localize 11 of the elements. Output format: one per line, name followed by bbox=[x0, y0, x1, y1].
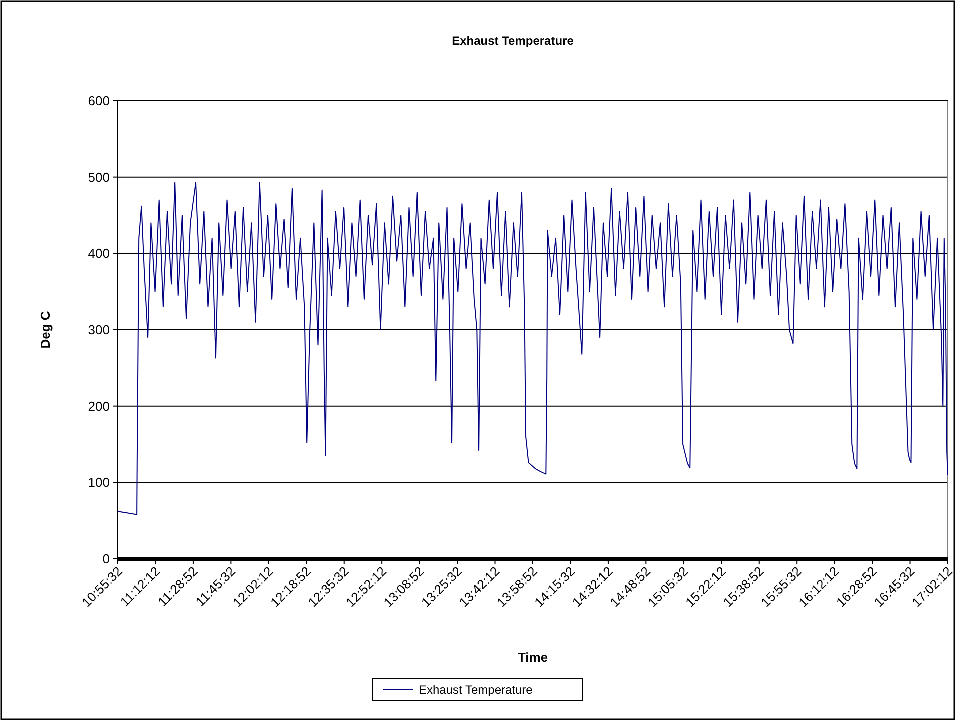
y-tick-label: 400 bbox=[88, 246, 110, 262]
legend-label: Exhaust Temperature bbox=[419, 683, 534, 698]
x-axis-title: Time bbox=[518, 650, 548, 665]
y-tick-label: 0 bbox=[102, 552, 110, 567]
y-tick-label: 500 bbox=[88, 170, 110, 185]
y-tick-label: 200 bbox=[88, 398, 110, 414]
y-tick-label: 300 bbox=[88, 322, 110, 338]
chart-title: Exhaust Temperature bbox=[452, 34, 574, 48]
y-tick-label: 600 bbox=[88, 94, 110, 109]
y-axis-title: Deg C bbox=[38, 310, 53, 349]
y-tick-label: 100 bbox=[88, 475, 110, 490]
